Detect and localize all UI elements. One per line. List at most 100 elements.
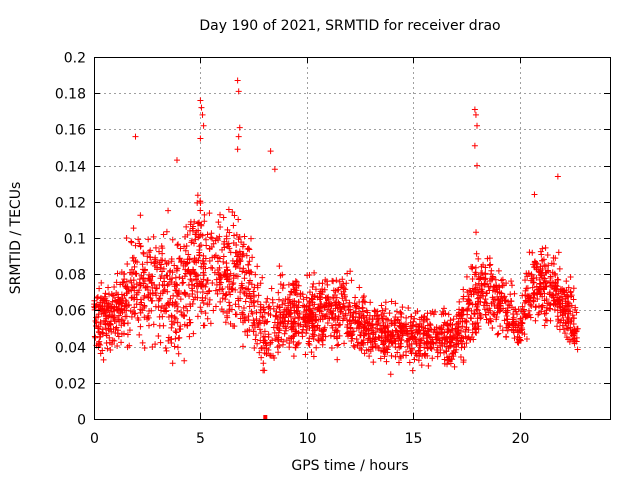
data-point — [543, 296, 550, 303]
data-point — [97, 350, 104, 357]
data-point — [274, 324, 281, 331]
data-point — [375, 334, 382, 341]
data-point — [486, 262, 493, 269]
data-point — [171, 302, 178, 309]
data-point — [553, 288, 560, 295]
data-point — [380, 313, 387, 320]
data-point — [121, 303, 128, 310]
data-point — [111, 337, 118, 344]
data-point — [192, 236, 199, 243]
data-point — [252, 336, 259, 343]
data-point — [268, 285, 275, 292]
data-point — [322, 276, 329, 283]
data-point — [447, 329, 454, 336]
data-point — [497, 323, 504, 330]
data-point — [163, 347, 170, 354]
data-point — [220, 308, 227, 315]
data-point — [482, 311, 489, 318]
data-point — [203, 242, 210, 249]
data-point — [169, 321, 176, 328]
data-point — [479, 269, 486, 276]
data-point — [564, 314, 571, 321]
data-point — [477, 275, 484, 282]
data-point — [250, 328, 257, 335]
data-point — [110, 292, 117, 299]
data-point — [174, 344, 181, 351]
data-point — [146, 249, 153, 256]
data-point — [275, 338, 282, 345]
data-point — [169, 360, 176, 367]
data-point — [102, 290, 109, 297]
data-point — [423, 315, 430, 322]
data-point — [162, 305, 169, 312]
data-point — [382, 334, 389, 341]
data-point — [213, 234, 220, 241]
data-point — [389, 333, 396, 340]
data-point — [130, 283, 137, 290]
data-point — [127, 269, 134, 276]
data-point — [455, 340, 462, 347]
data-point — [343, 280, 350, 287]
data-point — [165, 280, 172, 287]
data-point — [308, 349, 315, 356]
data-point — [352, 294, 359, 301]
data-point — [343, 297, 350, 304]
data-point — [231, 212, 238, 219]
data-point — [201, 211, 208, 218]
data-point — [487, 261, 494, 268]
data-point — [118, 269, 125, 276]
data-point — [496, 284, 503, 291]
data-point — [140, 275, 147, 282]
data-point — [316, 280, 323, 287]
data-point — [365, 327, 372, 334]
data-point — [194, 220, 201, 227]
data-point — [333, 329, 340, 336]
data-point — [194, 294, 201, 301]
data-point — [286, 344, 293, 351]
data-point — [430, 311, 437, 318]
data-point — [447, 342, 454, 349]
data-point — [149, 297, 156, 304]
data-point — [250, 319, 257, 326]
data-point — [323, 310, 330, 317]
data-point — [388, 352, 395, 359]
data-point — [248, 281, 255, 288]
data-point — [246, 258, 253, 265]
data-point — [227, 291, 234, 298]
data-point — [173, 265, 180, 272]
data-point — [356, 284, 363, 291]
data-point — [319, 312, 326, 319]
data-point — [332, 313, 339, 320]
data-point — [268, 352, 275, 359]
data-point — [292, 290, 299, 297]
data-point — [391, 322, 398, 329]
data-point — [216, 281, 223, 288]
data-point — [459, 315, 466, 322]
data-point — [136, 331, 143, 338]
data-point — [345, 307, 352, 314]
data-point — [376, 322, 383, 329]
data-point — [418, 362, 425, 369]
data-point — [356, 298, 363, 305]
data-point — [474, 319, 481, 326]
data-point — [551, 306, 558, 313]
data-point — [424, 352, 431, 359]
data-point — [456, 298, 463, 305]
data-point — [282, 327, 289, 334]
data-point — [180, 313, 187, 320]
data-point — [465, 305, 472, 312]
data-point — [114, 330, 121, 337]
data-point — [157, 295, 164, 302]
data-point — [554, 313, 561, 320]
data-point — [539, 257, 546, 264]
data-point — [523, 335, 530, 342]
outlier-point — [474, 122, 481, 129]
data-point — [390, 331, 397, 338]
data-point — [371, 308, 378, 315]
data-point — [477, 312, 484, 319]
data-point — [295, 339, 302, 346]
data-point — [537, 280, 544, 287]
data-point — [459, 323, 466, 330]
data-point — [563, 334, 570, 341]
data-point — [511, 335, 518, 342]
